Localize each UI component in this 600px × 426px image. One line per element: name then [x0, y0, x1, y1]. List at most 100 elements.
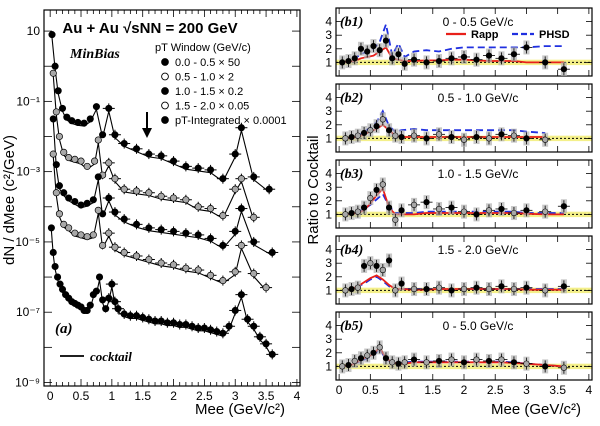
legend-marker — [161, 58, 169, 66]
ratio-point — [342, 287, 349, 294]
data-point — [194, 266, 202, 274]
legend-marker — [161, 101, 169, 110]
y-tick-label: 3 — [325, 28, 332, 42]
arrow-head — [142, 128, 152, 138]
ratio-point — [523, 207, 530, 214]
y-tick-label: 4 — [325, 167, 332, 181]
data-point — [231, 227, 239, 235]
data-point — [58, 104, 67, 112]
data-point — [49, 248, 57, 257]
ratio-ylabel: Ratio to Cocktail — [305, 135, 322, 244]
ratio-point — [351, 55, 358, 62]
ratio-point — [345, 57, 352, 65]
ratio-point — [410, 132, 418, 139]
data-point — [244, 315, 252, 323]
data-point — [169, 157, 178, 165]
data-point — [105, 229, 113, 237]
data-point — [95, 273, 104, 281]
data-point — [132, 145, 141, 153]
ratio-point — [354, 284, 361, 291]
y-tick-label: 1 — [325, 131, 332, 145]
ratio-point — [410, 56, 418, 63]
data-point — [250, 238, 258, 246]
ratio-point — [460, 53, 468, 61]
cocktail-legend-label: cocktail — [90, 349, 132, 364]
ratio-x-tick-label: 3 — [523, 383, 530, 397]
ratio-point — [367, 260, 374, 267]
ratio-point — [376, 47, 383, 54]
ratio-x-tick-label: 4 — [586, 383, 593, 397]
ratio-panel-range: 1.5 - 2.0 GeV/c — [438, 243, 519, 257]
ratio-point — [510, 132, 518, 139]
ratio-point — [367, 127, 374, 134]
ratio-point — [423, 285, 430, 293]
ratio-point — [385, 257, 393, 264]
data-point — [111, 175, 119, 183]
data-point — [250, 322, 258, 330]
data-point — [157, 226, 165, 234]
data-point — [52, 108, 60, 116]
y-tick-label: 4 — [325, 243, 332, 257]
ratio-point — [370, 349, 377, 356]
ratio-point — [485, 357, 493, 365]
ratio-point — [498, 283, 505, 290]
data-point — [102, 305, 110, 313]
x-tick-label: 0 — [47, 389, 54, 403]
data-point — [169, 227, 178, 235]
ratio-point — [373, 262, 380, 270]
ratio-point — [367, 194, 374, 202]
ratio-point — [448, 133, 455, 141]
data-point — [250, 213, 258, 221]
ratio-point — [410, 356, 418, 363]
ratio-point — [473, 284, 480, 291]
data-point — [74, 118, 82, 126]
y-tick-label: 1 — [325, 207, 332, 221]
ratio-point — [379, 266, 386, 274]
ratio-point — [448, 204, 455, 211]
rapp-curve — [345, 274, 564, 292]
ratio-point — [485, 285, 493, 293]
legend-title: pT Window (GeV/c) — [155, 42, 251, 54]
data-point — [77, 157, 85, 165]
data-point — [120, 139, 128, 148]
data-point — [207, 234, 215, 242]
data-point — [207, 204, 215, 213]
ratio-point — [364, 352, 371, 359]
ratio-point — [510, 209, 518, 217]
data-point — [194, 231, 202, 239]
ratio-point — [392, 216, 399, 223]
data-point — [49, 150, 57, 158]
data-point — [120, 185, 128, 193]
data-point — [105, 104, 113, 112]
data-point — [256, 333, 264, 341]
data-point — [120, 248, 128, 257]
data-point — [237, 124, 245, 132]
ratio-point — [473, 133, 480, 141]
x-tick-label: 0.5 — [73, 389, 90, 403]
ratio-point — [360, 204, 368, 211]
ratio-point — [510, 285, 518, 293]
panel-a: 0 0.5 1 1.5 2 2.5 3 3.5 4 10 10⁻¹ 10⁻³ 10⁻⁵ 10⁻⁷ 10⁻⁹ A… — [1, 9, 301, 418]
data-point — [60, 189, 68, 197]
rapp-curve — [345, 186, 564, 216]
data-point — [55, 182, 63, 190]
data-point — [83, 233, 91, 241]
data-point — [157, 152, 165, 160]
ratio-point — [485, 52, 493, 59]
data-point — [219, 175, 227, 183]
ratio-x-tick-label: 1 — [398, 383, 405, 397]
data-point — [71, 197, 79, 206]
data-point — [52, 161, 60, 169]
data-point — [111, 243, 119, 251]
y-tick-label: 10⁻⁷ — [16, 305, 40, 319]
data-point — [145, 255, 153, 264]
data-point — [262, 284, 270, 292]
ratio-point — [523, 44, 530, 51]
data-point — [262, 340, 270, 348]
ratio-point — [473, 356, 480, 363]
data-point — [54, 87, 62, 95]
ratio-point — [560, 66, 568, 73]
phsd-curve — [345, 192, 564, 216]
data-point — [52, 189, 60, 197]
